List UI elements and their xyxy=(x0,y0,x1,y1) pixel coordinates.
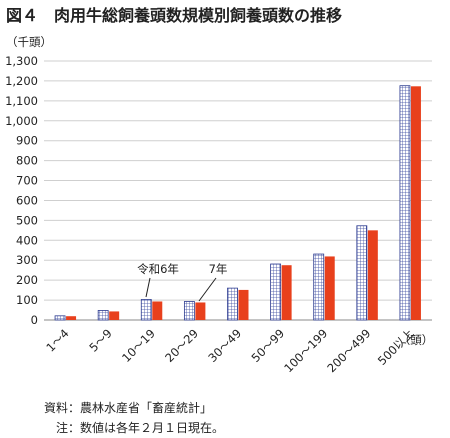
y-axis-ticks: 0 100 200 300 400 500 600 700 800 900 1,000 1,100 1,… xyxy=(5,54,38,327)
footnote: 注：数値は各年２月１日現在。 xyxy=(56,420,224,435)
bar-r6 xyxy=(356,225,368,321)
bar-r6 xyxy=(313,253,325,321)
source-note: 資料：農林水産省「畜産統計」 xyxy=(44,400,212,415)
chart-title: 図４ 肉用牛総飼養頭数規模別飼養頭数の推移 xyxy=(6,6,342,25)
bar-r7 xyxy=(281,265,292,320)
bar-r6 xyxy=(54,315,66,321)
bar-r7 xyxy=(367,230,378,320)
bar-r6 xyxy=(270,263,282,321)
y-tick-label: 600 xyxy=(16,193,38,207)
bar-r6 xyxy=(140,299,152,321)
y-tick-label: 400 xyxy=(16,233,38,247)
bar-r7 xyxy=(152,301,163,320)
y-tick-label: 700 xyxy=(16,174,38,188)
annotation-r7-leader xyxy=(198,277,217,302)
x-tick-label: 30～49 xyxy=(205,326,244,365)
x-tick-label: 50～99 xyxy=(248,326,287,365)
bar-r7 xyxy=(109,311,120,320)
y-tick-label: 500 xyxy=(16,213,38,227)
bar-r6 xyxy=(183,301,195,321)
y-tick-label: 800 xyxy=(16,154,38,168)
bar-r7 xyxy=(195,302,206,320)
annotation-r7: 7年 xyxy=(209,262,228,276)
x-tick-label: 20～29 xyxy=(162,326,201,365)
y-tick-label: 900 xyxy=(16,134,38,148)
y-tick-label: 1,100 xyxy=(5,94,38,108)
series-annotations: 令和6年 7年 xyxy=(137,262,228,302)
x-tick-label: 10～19 xyxy=(119,326,158,365)
grid-lines xyxy=(44,60,432,321)
annotation-r6-leader xyxy=(145,277,151,298)
bar-r7 xyxy=(410,86,421,320)
y-tick-label: 300 xyxy=(16,253,38,267)
bar-r7 xyxy=(66,316,77,320)
x-axis-ticks: 1～4 5～9 10～19 20～29 30～49 50～99100～199200～499… xyxy=(43,326,416,375)
x-tick-label: 5～9 xyxy=(86,326,114,354)
x-tick-label: 200～499 xyxy=(324,326,373,375)
x-axis-unit: （頭） xyxy=(399,333,434,347)
bar-r6 xyxy=(399,85,411,321)
y-tick-label: 1,000 xyxy=(5,114,38,128)
bars xyxy=(54,85,421,321)
annotation-r6: 令和6年 xyxy=(137,262,179,276)
bar-r7 xyxy=(238,289,249,320)
y-tick-label: 1,300 xyxy=(5,54,38,68)
y-tick-label: 0 xyxy=(31,313,38,327)
x-tick-label: 1～4 xyxy=(43,326,71,354)
y-tick-label: 200 xyxy=(16,273,38,287)
x-tick-label: 100～199 xyxy=(281,326,330,375)
bar-r6 xyxy=(227,287,238,321)
y-tick-label: 100 xyxy=(16,293,38,307)
x-tick-label: 500以上 xyxy=(375,326,417,368)
y-axis-unit: （千頭） xyxy=(6,35,52,49)
bar-r7 xyxy=(324,256,335,320)
y-tick-label: 1,200 xyxy=(5,74,38,88)
bar-r6 xyxy=(97,310,109,321)
